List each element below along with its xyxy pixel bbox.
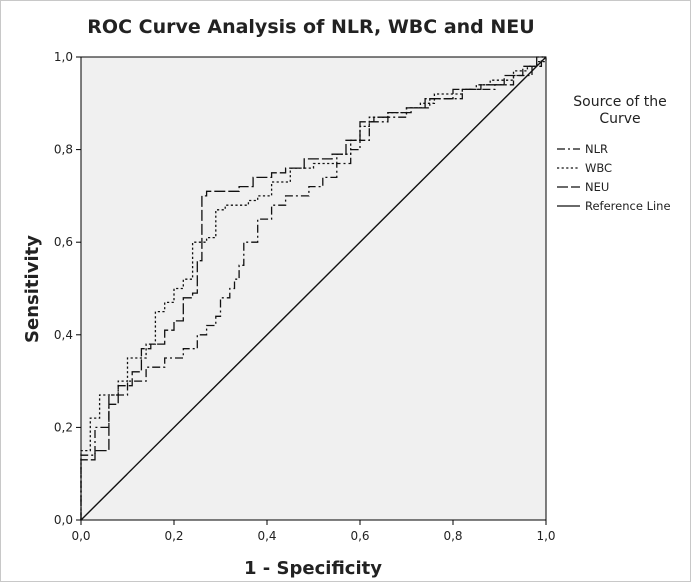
legend-label-reference-line: Reference Line bbox=[585, 199, 671, 213]
x-axis-title: 1 - Specificity bbox=[244, 558, 382, 579]
x-tick-label: 0,4 bbox=[257, 529, 276, 543]
curve-neu bbox=[80, 56, 546, 520]
y-tick-label: 0,8 bbox=[54, 143, 73, 157]
y-tick-label: 0,4 bbox=[54, 328, 73, 342]
legend-label-wbc: WBC bbox=[585, 161, 612, 175]
y-tick-label: 0,2 bbox=[54, 420, 73, 434]
legend-title-line-2: Curve bbox=[599, 111, 640, 127]
x-tick-label: 0,2 bbox=[164, 529, 183, 543]
legend-title-line-1: Source of the bbox=[573, 94, 666, 110]
legend: Source of the Curve NLR WBC NEU Reference L… bbox=[557, 94, 671, 213]
x-tick-label: 0,8 bbox=[443, 529, 462, 543]
y-tick-label: 1,0 bbox=[54, 50, 73, 64]
y-axis-title: Sensitivity bbox=[22, 235, 43, 343]
legend-label-nlr: NLR bbox=[585, 142, 608, 156]
x-tick-label: 1,0 bbox=[536, 529, 555, 543]
curve-wbc bbox=[80, 57, 547, 520]
y-tick-label: 0,0 bbox=[54, 513, 73, 527]
chart-title: ROC Curve Analysis of NLR, WBC and NEU bbox=[87, 16, 534, 38]
y-tick-label: 0,6 bbox=[54, 235, 73, 249]
x-tick-label: 0,6 bbox=[350, 529, 369, 543]
curves-layer bbox=[80, 56, 547, 521]
x-tick-label: 0,0 bbox=[71, 529, 90, 543]
curve-reference-line bbox=[80, 56, 547, 521]
axis-ticks: 0,0 0,2 0,4 0,6 0,8 1,0 0,0 0,2 0,4 0,6 0,8 1,0 bbox=[54, 50, 556, 543]
legend-label-neu: NEU bbox=[585, 180, 609, 194]
